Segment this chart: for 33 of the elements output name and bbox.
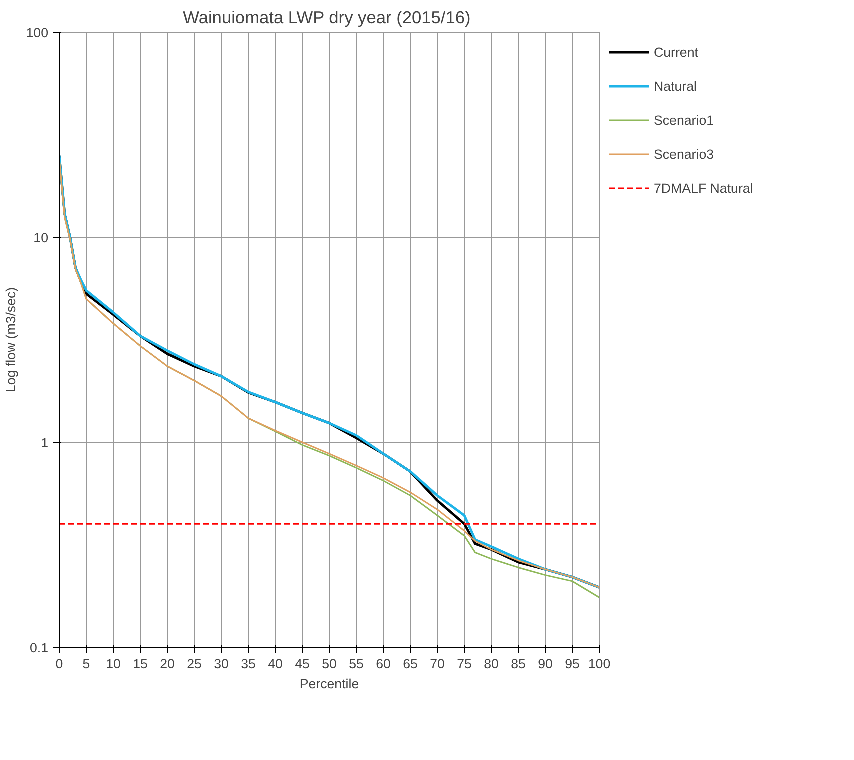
- legend-label: Scenario1: [654, 112, 714, 128]
- x-tick-label: 65: [403, 656, 418, 672]
- x-tick-label: 75: [457, 656, 472, 672]
- x-tick-label: 95: [565, 656, 580, 672]
- x-tick-label: 45: [295, 656, 310, 672]
- x-tick-label: 20: [160, 656, 175, 672]
- x-tick-label: 10: [106, 656, 121, 672]
- x-tick-label: 35: [241, 656, 256, 672]
- y-tick-label: 0.1: [30, 640, 49, 656]
- x-tick-label: 50: [322, 656, 337, 672]
- legend-label: Scenario3: [654, 146, 714, 162]
- y-tick-label: 100: [26, 26, 49, 40]
- x-tick-label: 70: [430, 656, 445, 672]
- x-tick-label: 80: [484, 656, 499, 672]
- x-tick-label: 15: [133, 656, 148, 672]
- x-tick-label: 85: [511, 656, 526, 672]
- y-tick-label: 10: [34, 230, 49, 246]
- chart-title: Wainuiomata LWP dry year (2015/16): [183, 8, 471, 28]
- x-tick-label: 40: [268, 656, 283, 672]
- x-tick-label: 25: [187, 656, 202, 672]
- x-tick-label: 90: [538, 656, 553, 672]
- x-tick-label: 30: [214, 656, 229, 672]
- x-tick-label: 5: [82, 656, 90, 672]
- legend-label: Current: [654, 44, 698, 60]
- x-tick-label: 0: [56, 656, 64, 672]
- x-tick-label: 100: [588, 656, 611, 672]
- x-tick-label: 60: [376, 656, 391, 672]
- legend-label: 7DMALF Natural: [654, 180, 754, 196]
- y-axis-title: Log flow (m3/sec): [3, 287, 18, 393]
- legend-label: Natural: [654, 78, 697, 94]
- y-tick-label: 1: [41, 436, 49, 450]
- x-tick-label: 55: [349, 656, 364, 672]
- x-axis-title: Percentile: [300, 676, 360, 692]
